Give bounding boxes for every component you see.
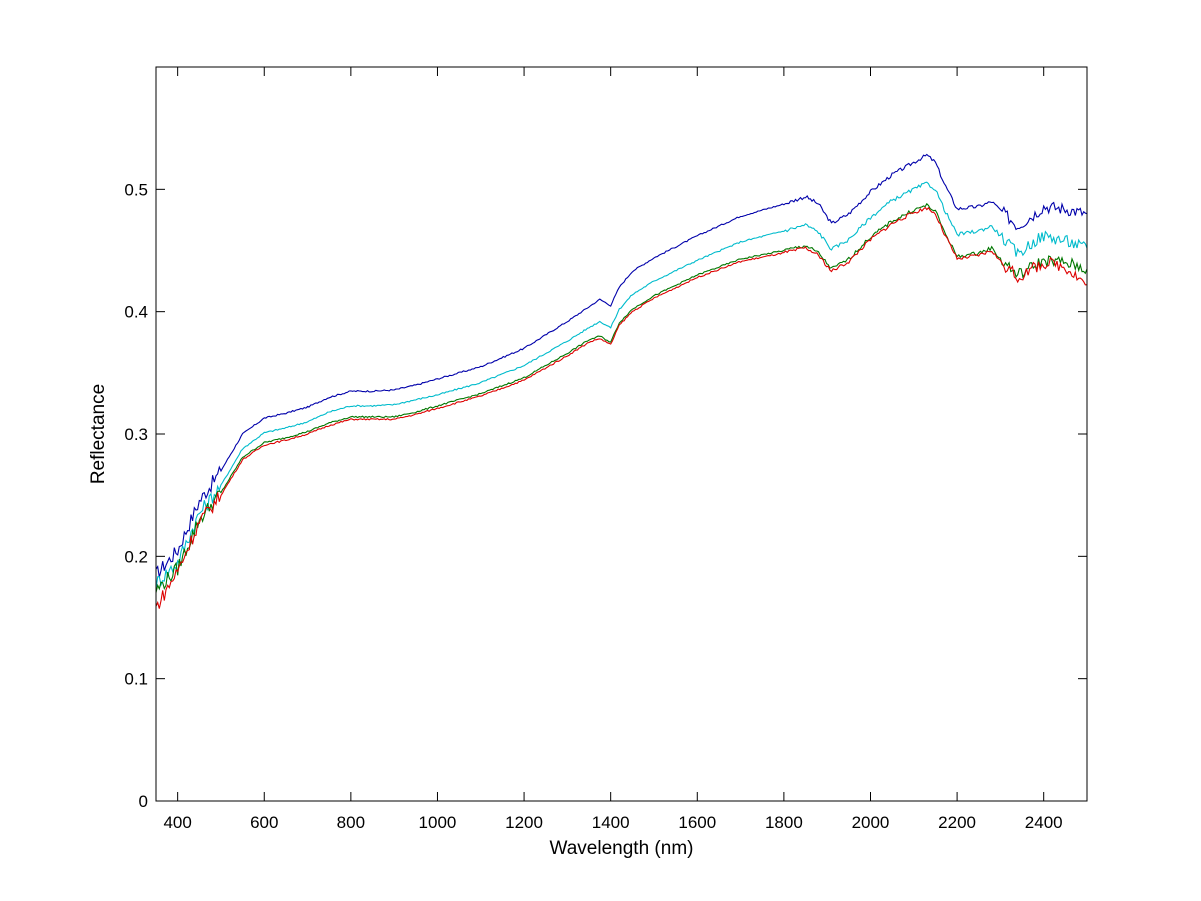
x-tick-label: 600 — [250, 813, 278, 832]
x-tick-label: 1600 — [678, 813, 716, 832]
x-tick-label: 1000 — [419, 813, 457, 832]
x-tick-label: 2200 — [938, 813, 976, 832]
tick-labels-layer: 400 600 800 1000 1200 1400 1600 1800 2000 2200 240… — [124, 180, 1062, 832]
ticks-layer — [156, 67, 1087, 802]
series-layer — [155, 153, 1088, 609]
series-line-2 — [155, 181, 1088, 589]
plot-frame — [155, 66, 1088, 802]
x-tick-label: 1400 — [592, 813, 630, 832]
x-tick-label: 800 — [337, 813, 365, 832]
series-line-1 — [155, 153, 1088, 578]
series-line-3 — [155, 202, 1088, 593]
y-tick-label: 0 — [139, 792, 148, 811]
y-tick-label: 0.2 — [124, 547, 148, 566]
x-axis-title: Wavelength (nm) — [550, 838, 694, 859]
x-tick-label: 2400 — [1025, 813, 1063, 832]
series-line-4 — [155, 206, 1087, 609]
x-tick-label: 1800 — [765, 813, 803, 832]
x-tick-label: 2000 — [852, 813, 890, 832]
y-tick-label: 0.3 — [124, 425, 148, 444]
x-tick-label: 400 — [163, 813, 191, 832]
x-tick-label: 1200 — [505, 813, 543, 832]
y-tick-label: 0.4 — [124, 303, 148, 322]
y-tick-label: 0.5 — [124, 180, 148, 199]
y-tick-label: 0.1 — [124, 670, 148, 689]
y-axis-title: Reflectance — [88, 384, 109, 484]
